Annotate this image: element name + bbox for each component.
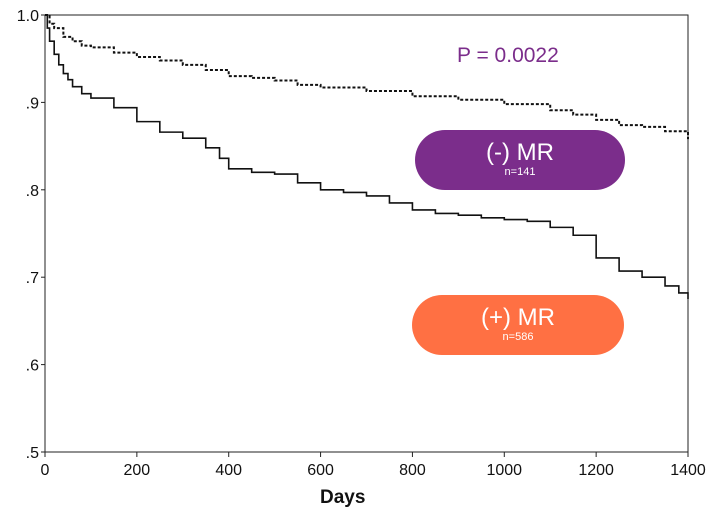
legend-label-neg-mr: (-) MR n=141 xyxy=(415,130,625,190)
x-tick-label: 800 xyxy=(399,462,426,479)
y-tick-label: .6 xyxy=(26,358,39,375)
legend-neg-n: n=141 xyxy=(504,166,536,178)
x-tick-label: 1200 xyxy=(578,462,614,479)
legend-label-pos-mr: (+) MR n=586 xyxy=(412,295,624,355)
x-axis-ticks: 0 200 400 600 800 1000 1200 1400 xyxy=(41,452,706,479)
legend-pos-title: (+) MR xyxy=(481,304,555,331)
p-value-annotation: P = 0.0022 xyxy=(457,44,559,67)
x-axis-label: Days xyxy=(320,487,366,508)
y-tick-label: .5 xyxy=(26,445,39,462)
x-tick-label: 600 xyxy=(307,462,334,479)
series-line-pos-mr xyxy=(45,14,689,300)
x-tick-label: 1400 xyxy=(670,462,706,479)
y-tick-label: 1.0 xyxy=(17,8,39,25)
x-tick-label: 0 xyxy=(41,462,50,479)
x-tick-label: 1000 xyxy=(486,462,522,479)
plot-frame xyxy=(44,14,689,453)
legend-pos-n: n=586 xyxy=(502,331,534,343)
y-axis-ticks: .5 .6 .7 .8 .9 1.0 xyxy=(17,8,45,462)
x-tick-label: 200 xyxy=(124,462,151,479)
x-tick-label: 400 xyxy=(215,462,242,479)
series-line-neg-mr xyxy=(45,14,689,140)
legend-neg-title: (-) MR xyxy=(486,139,554,166)
y-tick-label: .9 xyxy=(26,95,39,112)
y-tick-label: .8 xyxy=(26,183,39,200)
y-tick-label: .7 xyxy=(26,270,39,287)
